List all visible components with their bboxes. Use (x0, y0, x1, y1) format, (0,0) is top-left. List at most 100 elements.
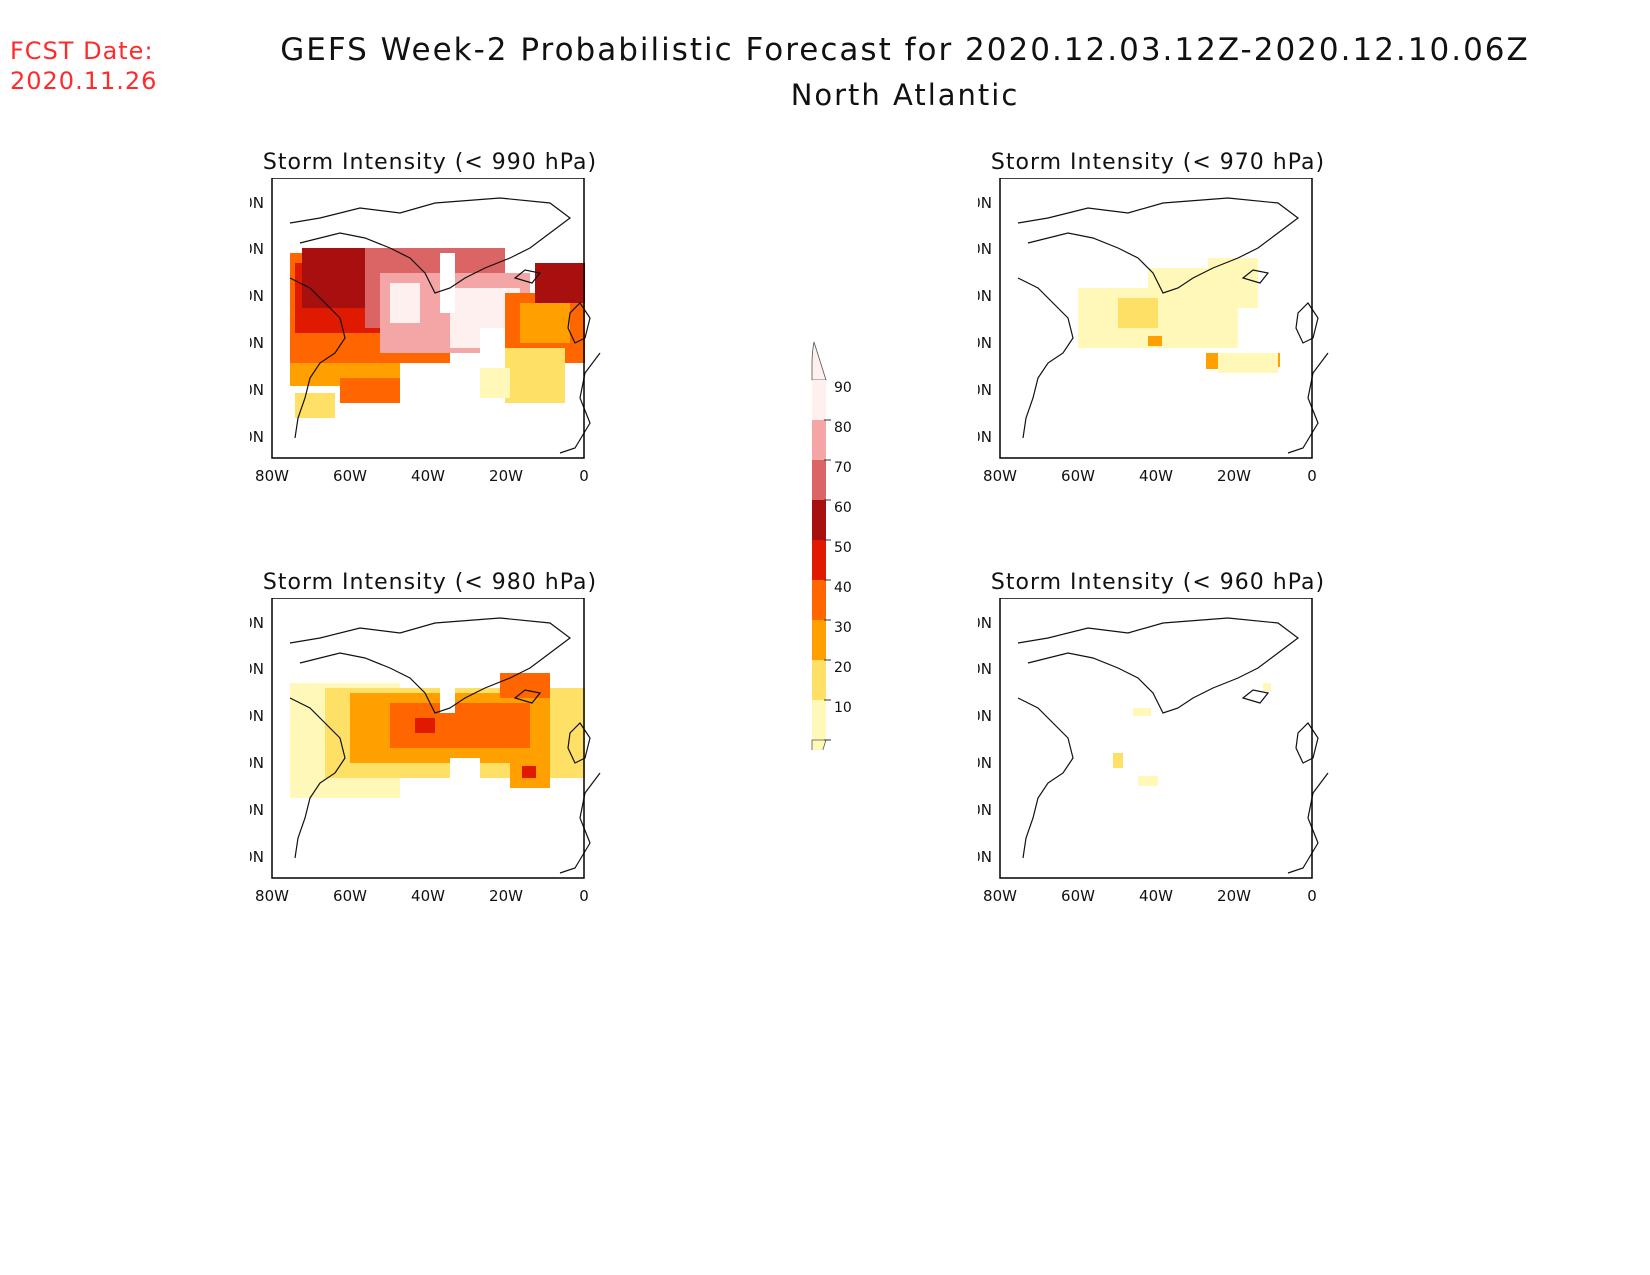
colorbar-bottom-cap (811, 739, 827, 750)
map-990: 80N 70N 60N 50N 40N 30N 80W 60W 40W 20W … (250, 178, 601, 485)
tick-label: 50N (250, 754, 264, 772)
tick-label: 60W (1061, 467, 1095, 485)
tick-label: 30N (978, 848, 992, 866)
tick-label: 50N (978, 754, 992, 772)
tick-label: 40N (250, 801, 264, 819)
colorbar-label: 60 (834, 500, 852, 516)
tick-label: 80W (983, 467, 1017, 485)
tick-label: 40N (250, 381, 264, 399)
colorbar-label: 50 (834, 540, 852, 556)
tick-label: 80N (250, 614, 264, 632)
colorbar-label: 10 (834, 700, 852, 716)
lon-axis: 80W 60W 40W 20W 0 (983, 467, 1317, 485)
probability-shading (1078, 258, 1280, 373)
panel-title: Storm Intensity (< 970 hPa) (990, 150, 1326, 175)
colorbar-swatch (812, 580, 826, 620)
tick-label: 40W (411, 887, 445, 905)
tick-label: 0 (1307, 467, 1317, 485)
tick-label: 70N (250, 240, 264, 258)
lat-axis: 80N 70N 60N 50N 40N 30N (978, 614, 992, 866)
region-title: North Atlantic (790, 78, 1020, 112)
tick-label: 80N (250, 194, 264, 212)
coastline (1017, 617, 1329, 874)
colorbar-swatch (812, 420, 826, 460)
panel-title: Storm Intensity (< 990 hPa) (262, 150, 598, 175)
lon-axis: 80W 60W 40W 20W 0 (255, 467, 589, 485)
tick-label: 20W (1217, 467, 1251, 485)
tick-label: 50N (978, 334, 992, 352)
tick-label: 60N (978, 287, 992, 305)
map-960: 80N 70N 60N 50N 40N 30N 80W 60W 40W 20W … (978, 598, 1329, 905)
tick-label: 0 (579, 467, 589, 485)
tick-label: 80W (255, 887, 289, 905)
colorbar-label: 40 (834, 580, 852, 596)
colorbar-swatch (812, 660, 826, 700)
colorbar-swatches (811, 341, 827, 750)
colorbar-labels: 90 80 70 60 50 40 30 20 10 (824, 380, 852, 741)
map-970: 80N 70N 60N 50N 40N 30N 80W 60W 40W 20W … (978, 178, 1329, 485)
colorbar-label: 90 (834, 380, 852, 396)
probability-shading (290, 663, 585, 798)
tick-label: 60W (333, 887, 367, 905)
page-title: GEFS Week-2 Probabilistic Forecast for 2… (280, 32, 1530, 68)
colorbar-swatch (812, 460, 826, 500)
colorbar-swatch (812, 620, 826, 660)
tick-label: 60N (250, 287, 264, 305)
tick-label: 80W (255, 467, 289, 485)
tick-label: 40W (411, 467, 445, 485)
coastline (289, 197, 601, 454)
panel-980: Storm Intensity (< 980 hPa) 80N 70N 60N (250, 570, 610, 950)
probability-shading (1113, 683, 1271, 786)
tick-label: 80N (978, 614, 992, 632)
tick-label: 70N (978, 240, 992, 258)
tick-label: 30N (250, 428, 264, 446)
panel-title: Storm Intensity (< 980 hPa) (262, 570, 598, 595)
tick-label: 30N (978, 428, 992, 446)
panel-990: Storm Intensity (< 990 hPa) (250, 150, 610, 530)
panel-title: Storm Intensity (< 960 hPa) (990, 570, 1326, 595)
colorbar-swatch (812, 540, 826, 580)
tick-label: 80W (983, 887, 1017, 905)
tick-label: 60N (250, 707, 264, 725)
colorbar-label: 20 (834, 660, 852, 676)
colorbar-label: 70 (834, 460, 852, 476)
tick-label: 20W (489, 887, 523, 905)
tick-label: 40W (1139, 887, 1173, 905)
panel-960: Storm Intensity (< 960 hPa) 80N 70N 60N … (978, 570, 1338, 950)
tick-label: 40W (1139, 467, 1173, 485)
tick-label: 0 (1307, 887, 1317, 905)
lat-axis: 80N 70N 60N 50N 40N 30N (978, 194, 992, 446)
lat-axis: 80N 70N 60N 50N 40N 30N (250, 614, 264, 866)
tick-label: 60N (978, 707, 992, 725)
tick-label: 40N (978, 381, 992, 399)
tick-label: 60W (333, 467, 367, 485)
coastline (289, 617, 601, 874)
tick-label: 40N (978, 801, 992, 819)
tick-label: 50N (250, 334, 264, 352)
colorbar-swatch (812, 700, 826, 740)
lat-axis: 80N 70N 60N 50N 40N 30N (250, 194, 264, 446)
colorbar-top-cap (811, 341, 827, 381)
tick-label: 20W (1217, 887, 1251, 905)
forecast-date-block: FCST Date: 2020.11.26 (10, 36, 157, 96)
fcst-date-value: 2020.11.26 (10, 67, 158, 95)
tick-label: 70N (978, 660, 992, 678)
tick-label: 30N (250, 848, 264, 866)
colorbar-label: 80 (834, 420, 852, 436)
lon-axis: 80W 60W 40W 20W 0 (255, 887, 589, 905)
tick-label: 60W (1061, 887, 1095, 905)
fcst-date-label: FCST Date: (10, 37, 154, 65)
probability-shading (290, 248, 585, 418)
panel-970: Storm Intensity (< 970 hPa) 80N 70N 60N … (978, 150, 1338, 530)
tick-label: 80N (978, 194, 992, 212)
colorbar-label: 30 (834, 620, 852, 636)
tick-label: 20W (489, 467, 523, 485)
lon-axis: 80W 60W 40W 20W 0 (983, 887, 1317, 905)
colorbar-swatch (812, 500, 826, 540)
colorbar-swatch (812, 380, 826, 420)
tick-label: 0 (579, 887, 589, 905)
map-980: 80N 70N 60N 50N 40N 30N 80W 60W 40W 20W … (250, 598, 601, 905)
colorbar: 90 80 70 60 50 40 30 20 10 (811, 341, 852, 750)
coastline (1017, 197, 1329, 454)
tick-label: 70N (250, 660, 264, 678)
